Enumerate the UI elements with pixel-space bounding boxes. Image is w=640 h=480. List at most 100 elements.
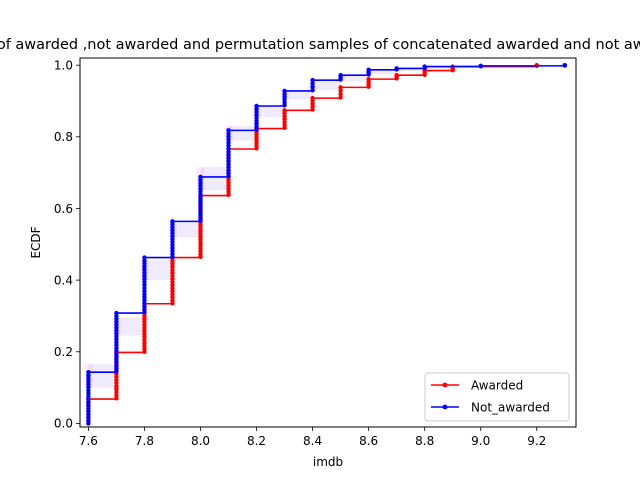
ecdf-point xyxy=(226,192,231,198)
ecdf-point xyxy=(86,385,91,390)
ecdf-point xyxy=(226,149,231,154)
x-tick-label: 8.0 xyxy=(191,434,210,448)
ecdf-point xyxy=(226,146,231,151)
legend-box xyxy=(424,372,570,422)
ecdf-point xyxy=(142,307,147,312)
ecdf-point xyxy=(142,255,147,260)
permutation-horizontal-band xyxy=(256,106,285,118)
ecdf-point xyxy=(226,161,231,167)
ecdf-point xyxy=(170,273,175,279)
ecdf-point xyxy=(226,164,231,170)
ecdf-point xyxy=(422,64,427,69)
legend: Awarded Not_awarded xyxy=(424,372,570,422)
ecdf-point xyxy=(170,276,175,282)
permutation-horizontal-band xyxy=(284,90,313,100)
ecdf-point xyxy=(142,304,147,309)
permutation-samples-layer xyxy=(84,65,569,388)
ecdf-point xyxy=(142,282,147,288)
ecdf-point xyxy=(86,391,91,396)
ecdf-point xyxy=(114,310,119,316)
ecdf-point xyxy=(226,140,231,145)
x-axis: 7.6 7.8 8.0 8.2 8.4 8.6 8.8 9.0 9.2 xyxy=(79,427,546,448)
ecdf-point xyxy=(226,158,231,164)
ecdf-point xyxy=(86,379,91,384)
ecdf-point xyxy=(226,137,231,142)
ecdf-point xyxy=(226,174,231,179)
legend-marker-not-awarded xyxy=(442,404,448,410)
permutation-horizontal-band xyxy=(200,167,229,191)
ecdf-point xyxy=(86,382,91,387)
ecdf-point xyxy=(338,88,343,93)
ecdf-point xyxy=(282,108,287,113)
ecdf-point xyxy=(366,67,371,73)
ecdf-point xyxy=(310,78,315,83)
permutation-horizontal-band xyxy=(368,70,397,75)
ecdf-point xyxy=(170,267,175,272)
axes-frame xyxy=(79,57,577,428)
x-tick-label: 7.6 xyxy=(79,434,98,448)
ecdf-point xyxy=(226,167,231,173)
ecdf-point xyxy=(142,273,147,279)
chart-title: ECDF of awarded ,not awarded and permuta… xyxy=(0,37,640,53)
ecdf-point xyxy=(86,376,91,381)
ecdf-point xyxy=(114,377,119,383)
ecdf-point xyxy=(226,131,231,136)
ecdf-point xyxy=(114,390,119,395)
ecdf-point xyxy=(562,62,567,68)
y-tick-label: 0.6 xyxy=(54,202,73,216)
ecdf-point xyxy=(142,288,147,294)
permutation-horizontal-band xyxy=(88,364,117,388)
ecdf-point xyxy=(142,267,147,272)
ecdf-point xyxy=(170,298,175,303)
x-tick-label: 8.4 xyxy=(303,434,322,448)
ecdf-point xyxy=(338,91,343,97)
ecdf-point xyxy=(226,155,231,161)
ecdf-point xyxy=(226,186,231,191)
ecdf-point xyxy=(142,261,147,266)
ecdf-point xyxy=(198,174,203,180)
ecdf-point xyxy=(310,84,315,90)
ecdf-point xyxy=(86,397,91,402)
ecdf-point xyxy=(170,301,175,306)
x-tick-label: 7.8 xyxy=(135,434,154,448)
ecdf-point xyxy=(86,409,91,414)
permutation-horizontal-band xyxy=(228,126,257,141)
ecdf-point xyxy=(226,143,231,148)
ecdf-point xyxy=(170,282,175,288)
ecdf-point xyxy=(170,292,175,297)
ecdf-point xyxy=(142,270,147,275)
ecdf-point xyxy=(86,421,91,426)
ecdf-point xyxy=(478,63,483,69)
ecdf-point xyxy=(142,294,147,300)
ecdf-point xyxy=(86,394,91,399)
permutation-horizontal-band xyxy=(144,260,173,281)
legend-label-awarded: Awarded xyxy=(471,379,523,393)
ecdf-point xyxy=(310,95,315,101)
x-axis-label: imdb xyxy=(313,455,343,469)
ecdf-point xyxy=(170,219,175,224)
ecdf-point xyxy=(114,383,119,389)
ecdf-point xyxy=(394,72,399,78)
x-tick-label: 8.6 xyxy=(359,434,378,448)
ecdf-point xyxy=(226,180,231,185)
plot-area xyxy=(84,62,569,426)
ecdf-point xyxy=(114,393,119,398)
ecdf-point xyxy=(170,270,175,276)
ecdf-point xyxy=(142,258,147,263)
ecdf-point xyxy=(310,88,315,93)
ecdf-point xyxy=(282,88,287,94)
ecdf-point xyxy=(338,85,343,90)
x-tick-label: 8.8 xyxy=(415,434,434,448)
ecdf-point xyxy=(226,177,231,182)
permutation-horizontal-band xyxy=(116,317,145,336)
legend-label-not-awarded: Not_awarded xyxy=(471,401,550,415)
permutation-horizontal-band xyxy=(396,68,425,72)
permutation-horizontal-band xyxy=(424,66,453,69)
ecdf-point xyxy=(226,170,231,176)
ecdf-point xyxy=(114,380,119,386)
y-tick-label: 0.2 xyxy=(54,345,73,359)
ecdf-point xyxy=(114,386,119,392)
ecdf-point xyxy=(142,276,147,282)
ecdf-point xyxy=(226,152,231,158)
